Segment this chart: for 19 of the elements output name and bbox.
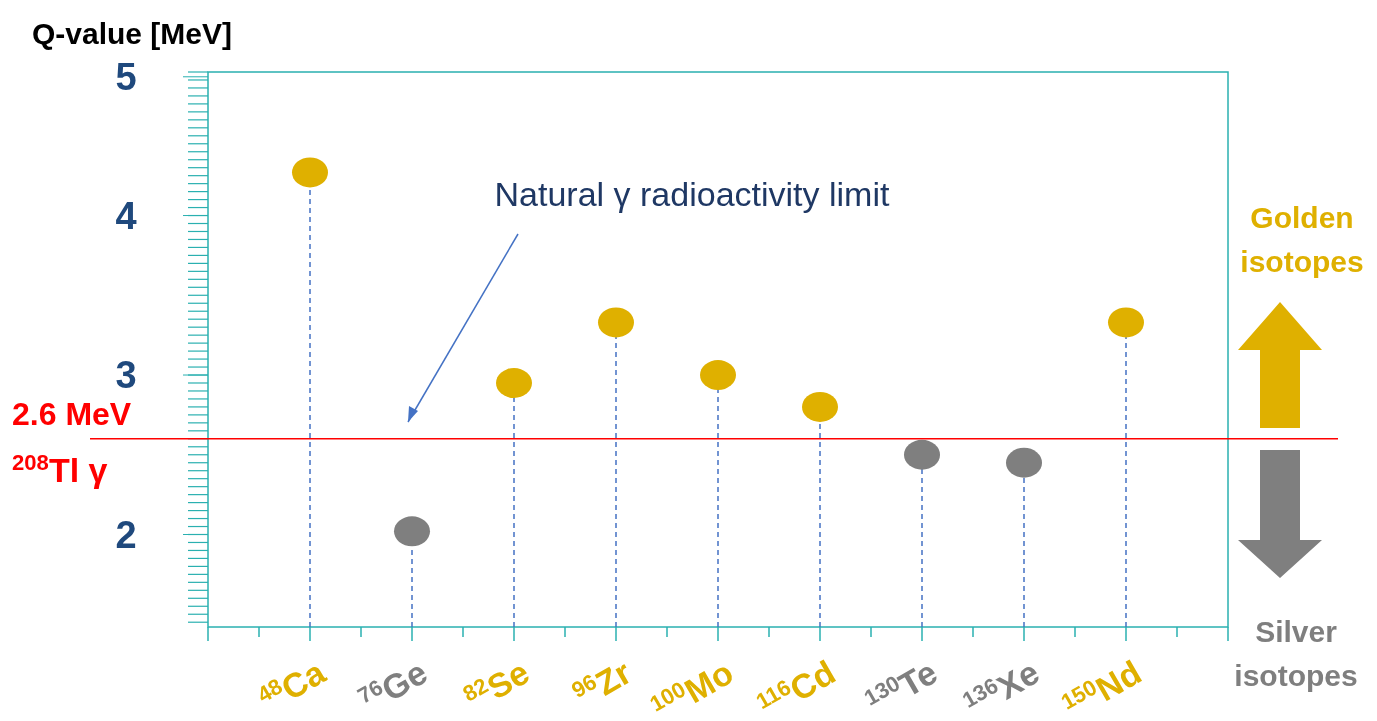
point [802,391,838,422]
y-tick-label: 4 [115,194,137,237]
y-tick-label: 5 [115,56,137,99]
point [394,516,430,547]
text: $^{208}$Tl γ [12,449,108,489]
y-tick-label: 2 [115,513,137,556]
y-axis-title: Q-value [MeV] [32,17,233,50]
point [904,439,940,470]
point [292,157,328,188]
point [496,367,532,398]
point [598,307,634,338]
point [700,360,736,391]
text: Golden isotopes [1240,201,1364,278]
point [1108,307,1144,338]
point [1006,447,1042,478]
annotation: Natural γ radioactivity limit [494,175,890,213]
ref-line-label: 2.6 MeV [12,395,132,432]
text: Silver isotopes [1234,615,1358,692]
y-tick-label: 3 [115,354,137,397]
